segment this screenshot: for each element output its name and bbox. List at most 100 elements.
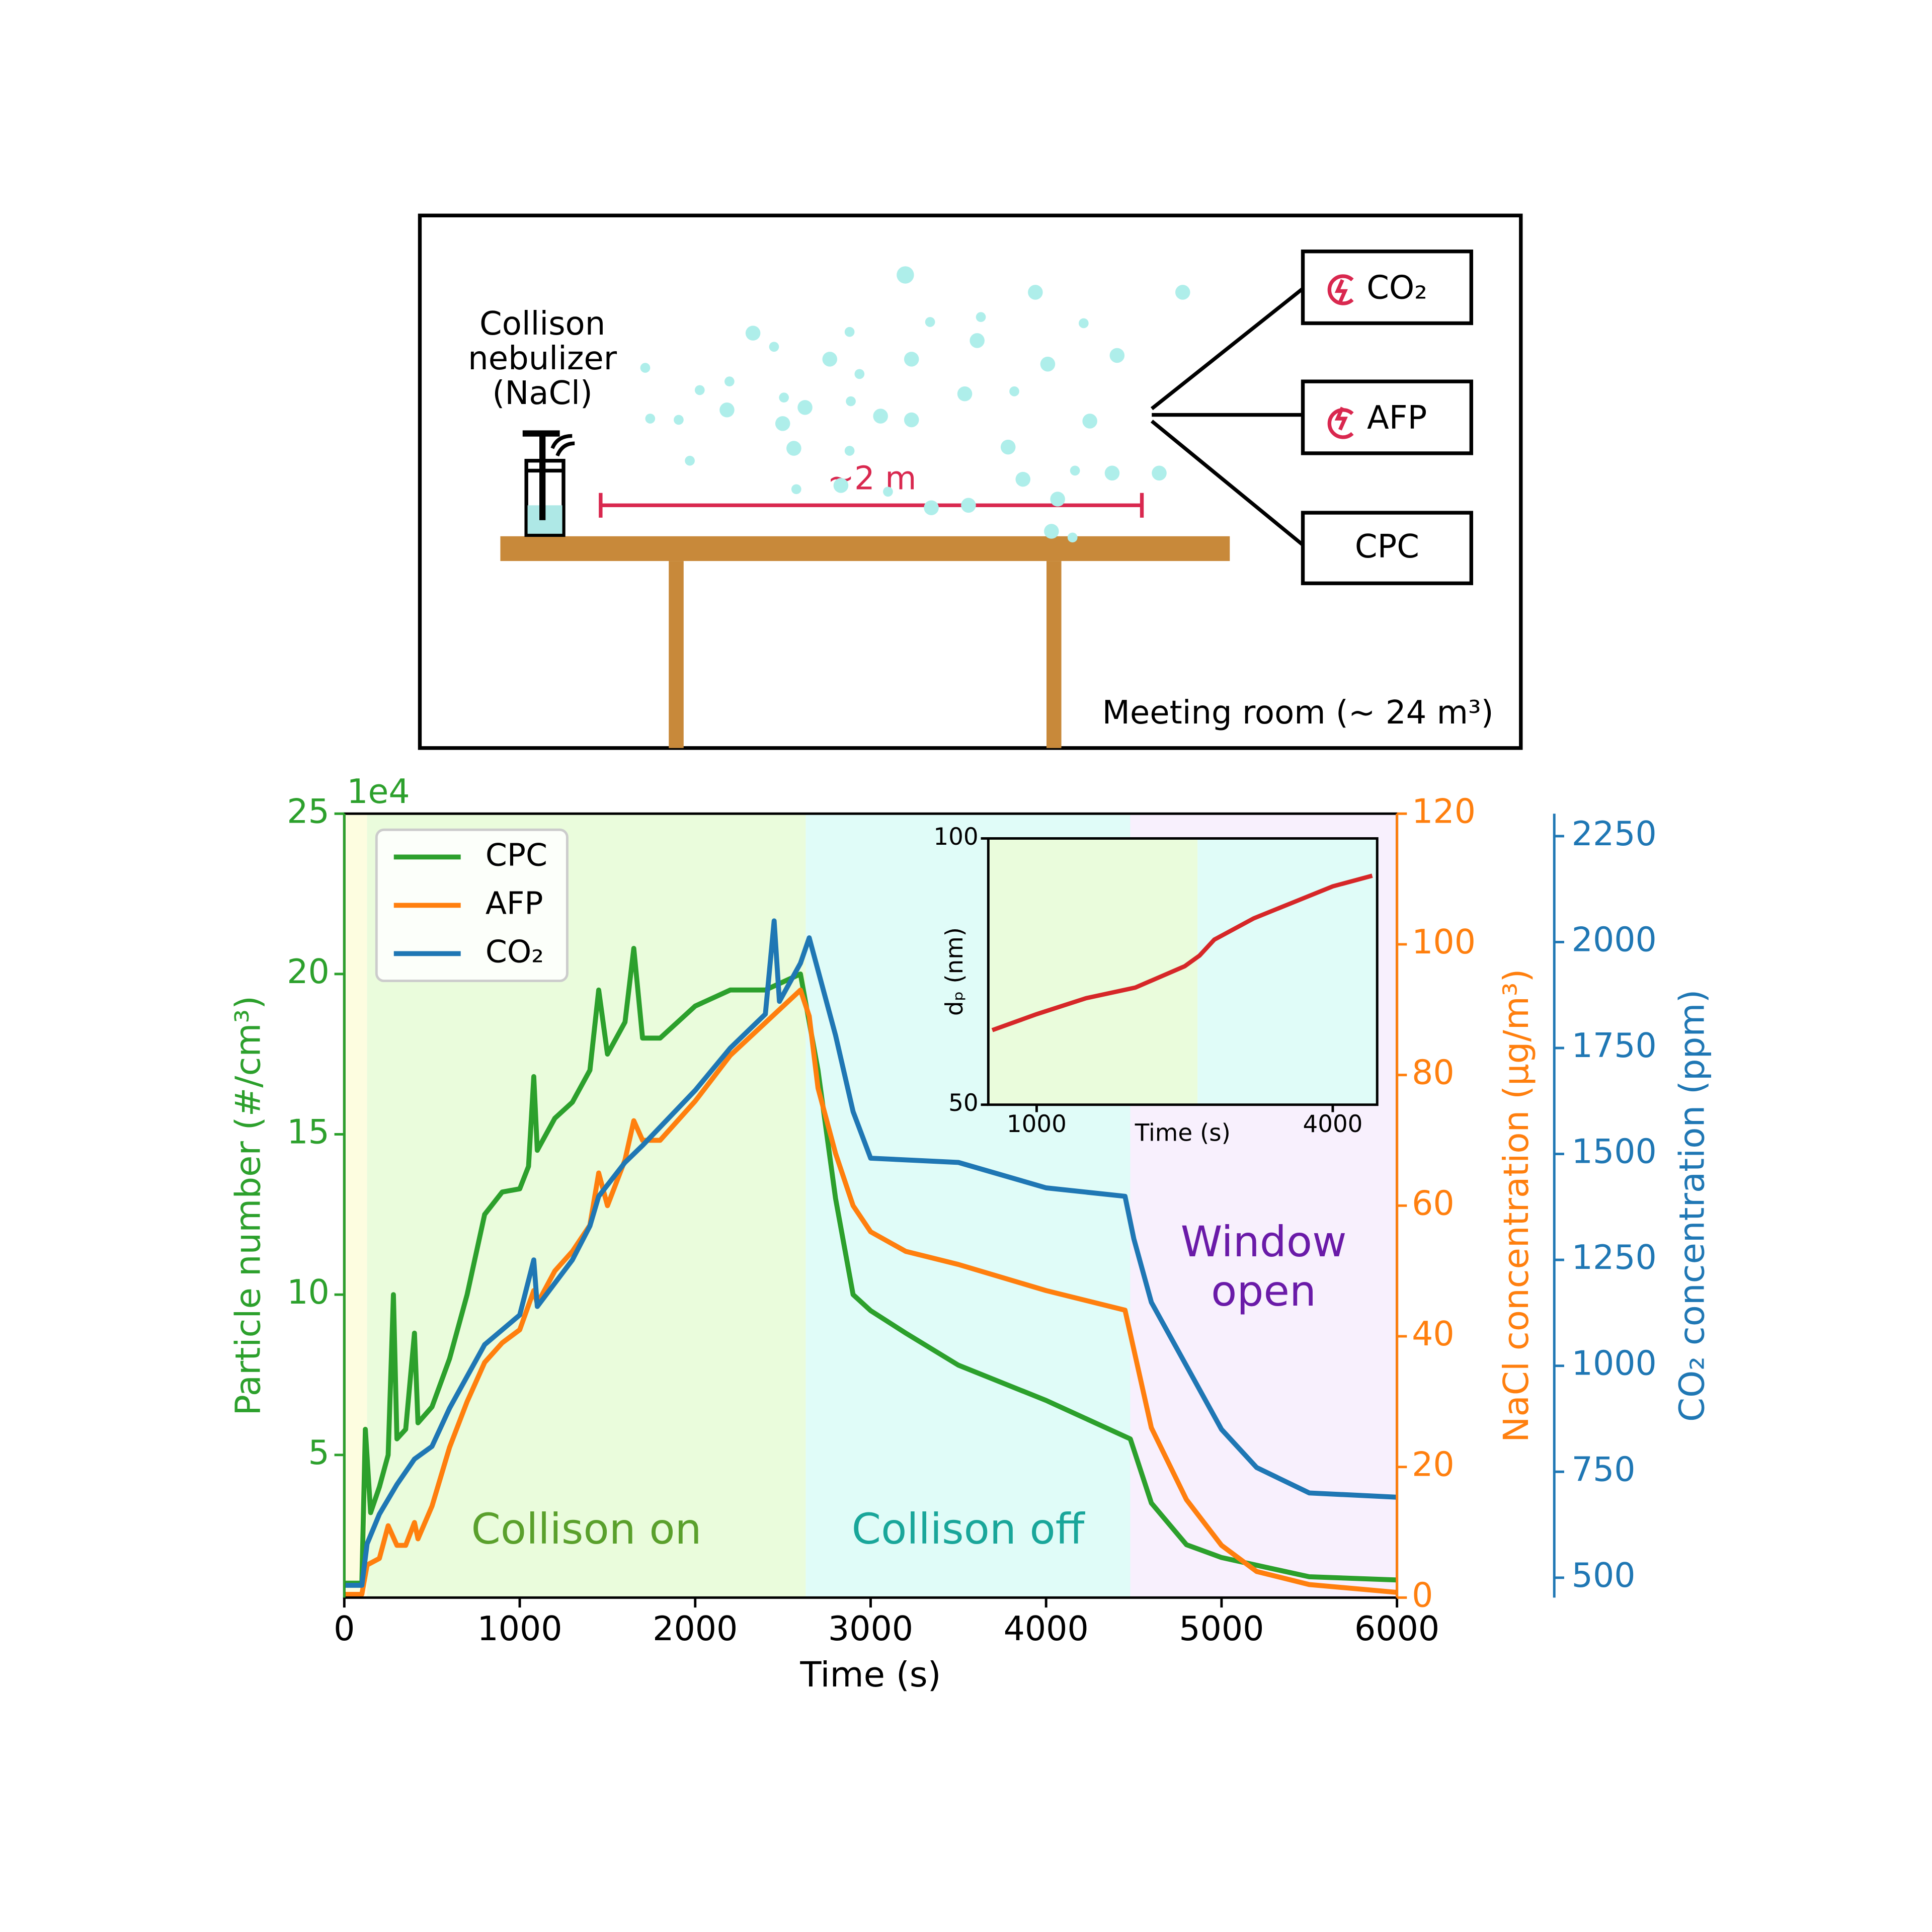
instrument-box — [1301, 511, 1473, 586]
particle — [1152, 465, 1167, 481]
y-offset-label: 1e4 — [347, 772, 410, 811]
particle — [1104, 465, 1120, 481]
y3-tick-label: 750 — [1572, 1450, 1636, 1489]
data-line — [344, 945, 1397, 1586]
y-tick-label: 25 — [287, 791, 330, 831]
y-tick-label: 15 — [287, 1112, 330, 1152]
particle — [1009, 386, 1019, 396]
particle — [844, 327, 855, 337]
data-line — [344, 987, 1398, 1597]
sensor-icon — [1327, 274, 1354, 439]
y-tick-label: 5 — [308, 1433, 329, 1472]
instrument-label: AFP — [1367, 399, 1427, 437]
y3-tick-label: 500 — [1572, 1556, 1636, 1595]
x-tick-label: 4000 — [1303, 1111, 1362, 1138]
y2-tick-label: 20 — [1412, 1445, 1455, 1484]
y2-tick-label: 80 — [1412, 1053, 1455, 1092]
particle — [961, 498, 976, 513]
data-line — [991, 873, 1373, 1032]
particle — [1044, 524, 1059, 539]
room-box — [418, 213, 1523, 750]
region — [988, 838, 1198, 1105]
particle — [797, 400, 813, 415]
table-top — [500, 536, 1230, 561]
particle — [833, 478, 849, 493]
x-tick-label: 0 — [334, 1609, 355, 1648]
x-tick-label: 4000 — [1004, 1609, 1089, 1648]
nebulizer-icon — [522, 430, 575, 537]
legend-label: CO₂ — [486, 933, 544, 970]
x-tick-label: 2000 — [653, 1609, 738, 1648]
legend-box — [375, 828, 569, 982]
nebulizer-label: Collison — [479, 305, 605, 343]
x-tick-label: 1000 — [477, 1609, 562, 1648]
particle — [640, 363, 651, 373]
particle — [1028, 285, 1043, 300]
particle — [1050, 492, 1065, 507]
particle — [822, 352, 837, 367]
inset-chart: 1000 4000 50 100 Time (s) dₚ (nm) — [933, 824, 1379, 1147]
particle — [976, 312, 986, 322]
region-label: Collison on — [471, 1504, 701, 1554]
particle — [904, 412, 919, 428]
particle — [904, 352, 919, 367]
particle — [924, 500, 939, 515]
data-line — [344, 918, 1397, 1588]
particle — [1000, 439, 1016, 455]
distance-bar — [599, 493, 1144, 518]
y3-tick-label: 1750 — [1572, 1026, 1657, 1065]
legend-label: CPC — [486, 837, 547, 873]
particle — [1070, 465, 1080, 476]
x-axis-label: Time (s) — [799, 1655, 941, 1695]
y2-tick-label: 0 — [1412, 1575, 1433, 1615]
region-label: open — [1211, 1266, 1316, 1316]
y2-tick-label: 40 — [1412, 1314, 1455, 1353]
particle — [1040, 356, 1056, 372]
particle — [725, 376, 735, 386]
particle — [1109, 348, 1125, 363]
region-label: Collison off — [852, 1504, 1086, 1554]
instrument-label: CO₂ — [1366, 270, 1427, 307]
region — [1197, 838, 1378, 1105]
y-tick-label: 20 — [287, 952, 330, 991]
room-label: Meeting room (~ 24 m³) — [1102, 694, 1494, 732]
particle — [883, 487, 893, 497]
y3-axis-label: CO₂ concentration (ppm) — [1672, 990, 1712, 1422]
nebulizer-label: nebulizer — [468, 340, 617, 377]
y3-tick-label: 1250 — [1572, 1238, 1657, 1277]
particle — [674, 415, 684, 425]
y-tick-label: 10 — [287, 1272, 330, 1312]
particle — [694, 385, 705, 395]
particle — [645, 414, 656, 424]
y2-axis-label: NaCl concentration (µg/m³) — [1496, 969, 1537, 1442]
y-tick-label: 50 — [948, 1090, 979, 1117]
particle — [791, 484, 801, 495]
y-tick-label: 100 — [933, 824, 978, 851]
y3-tick-label: 1500 — [1572, 1132, 1657, 1171]
particle — [769, 342, 779, 352]
particle — [854, 369, 865, 379]
y3-tick-label: 2000 — [1572, 920, 1657, 959]
particle — [957, 386, 973, 401]
particle — [1015, 471, 1030, 487]
particle — [846, 396, 856, 407]
y2-tick-label: 120 — [1412, 791, 1476, 831]
particle — [779, 392, 789, 403]
instrument-label: CPC — [1355, 528, 1419, 566]
x-tick-label: 5000 — [1179, 1609, 1264, 1648]
y3-tick-label: 1000 — [1572, 1344, 1657, 1383]
particle — [745, 326, 761, 341]
particle — [685, 455, 695, 466]
particle — [1067, 532, 1078, 543]
table-leg — [1046, 561, 1062, 748]
particle — [844, 446, 855, 456]
diagram: Collison nebulizer (NaCl) ~2 m CO₂ AFP C… — [418, 213, 1523, 750]
x-tick-label: 6000 — [1354, 1609, 1439, 1648]
particle — [897, 266, 914, 284]
particle — [970, 333, 985, 348]
particle — [1079, 318, 1089, 329]
x-tick-label: 1000 — [1007, 1111, 1067, 1138]
inset-frame — [987, 837, 1379, 1106]
